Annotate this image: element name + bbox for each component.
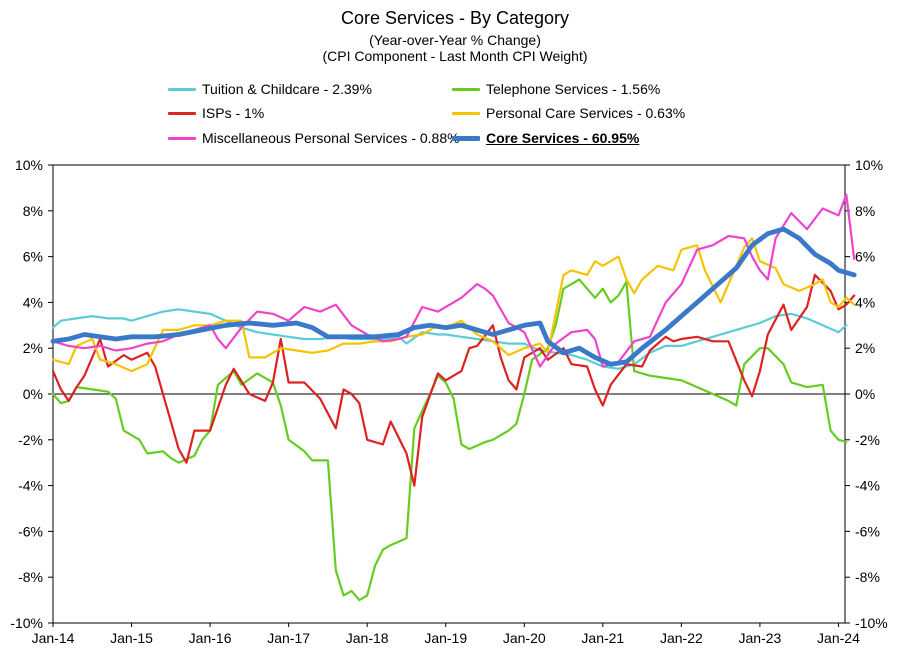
x-tick-label: Jan-22 [660, 630, 703, 646]
chart-title: Core Services - By Category [340, 8, 570, 28]
y-tick-label-left: 2% [23, 340, 43, 356]
x-tick-label: Jan-15 [110, 630, 153, 646]
x-tick-label: Jan-20 [503, 630, 546, 646]
x-tick-label: Jan-19 [424, 630, 467, 646]
y-tick-label-left: -8% [18, 569, 43, 585]
chart-subtitle-yoy: (Year-over-Year % Change) [369, 32, 541, 48]
legend-swatch-personal-care [452, 112, 480, 115]
legend-swatch-isps [168, 112, 196, 115]
legend-swatch-telephone [452, 88, 480, 91]
y-tick-label-right: 6% [855, 249, 875, 265]
y-tick-label-right: -2% [855, 432, 880, 448]
series-line-isps [51, 273, 856, 487]
y-tick-label-right: 4% [855, 294, 875, 310]
legend-label-personal-care: Personal Care Services - 0.63% [486, 105, 686, 121]
x-tick-label: Jan-24 [817, 630, 860, 646]
legend-label-tuition: Tuition & Childcare - 2.39% [202, 81, 372, 97]
x-tick-label: Jan-23 [739, 630, 782, 646]
y-tick-label-right: 8% [855, 203, 875, 219]
y-tick-label-left: 8% [23, 203, 43, 219]
x-tick-label: Jan-21 [581, 630, 624, 646]
y-tick-label-right: 10% [855, 157, 883, 173]
legend-swatch-misc-personal [168, 137, 196, 140]
y-tick-label-left: 4% [23, 294, 43, 310]
series-line-core-services [50, 226, 857, 367]
x-tick-label: Jan-16 [189, 630, 232, 646]
y-tick-label-right: 2% [855, 340, 875, 356]
y-tick-label-left: 0% [23, 386, 43, 402]
legend-label-misc-personal: Miscellaneous Personal Services - 0.88% [202, 130, 460, 146]
y-tick-label-right: -8% [855, 569, 880, 585]
series-line-tuition [51, 308, 848, 370]
chart-subtitle-weight: (CPI Component - Last Month CPI Weight) [322, 48, 588, 64]
series-line-misc-personal [51, 193, 856, 368]
legend-swatch-core-services [452, 136, 480, 141]
y-tick-label-right: 0% [855, 386, 875, 402]
series-line-personal-care [51, 237, 856, 373]
x-tick-label: Jan-17 [267, 630, 310, 646]
y-tick-label-right: -10% [855, 615, 888, 631]
legend-label-telephone: Telephone Services - 1.56% [486, 81, 661, 97]
y-tick-label-left: -10% [10, 615, 43, 631]
legend-label-isps: ISPs - 1% [202, 105, 265, 121]
y-tick-label-right: -4% [855, 478, 880, 494]
y-tick-label-left: -6% [18, 523, 43, 539]
y-tick-label-left: -2% [18, 432, 43, 448]
y-tick-label-left: 6% [23, 249, 43, 265]
legend-label-core-services: Core Services - 60.95% [486, 130, 640, 146]
y-tick-label-right: -6% [855, 523, 880, 539]
x-tick-label: Jan-18 [346, 630, 389, 646]
x-tick-label: Jan-14 [32, 630, 75, 646]
y-tick-label-left: -4% [18, 478, 43, 494]
y-tick-label-left: 10% [15, 157, 43, 173]
legend-swatch-tuition [168, 88, 196, 91]
